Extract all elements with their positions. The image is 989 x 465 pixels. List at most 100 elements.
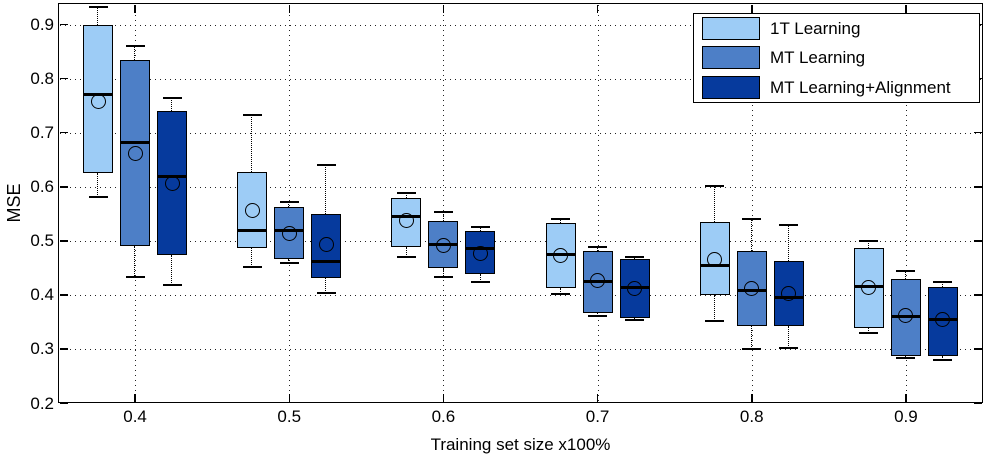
y-tick-label: 0.3: [30, 339, 54, 359]
mean-marker: [435, 238, 451, 254]
whisker-cap: [433, 275, 453, 278]
whisker-line: [713, 185, 715, 223]
gridline-y: [60, 132, 981, 134]
mean-marker: [164, 175, 180, 191]
whisker-line: [405, 246, 407, 258]
x-tickmark-top: [596, 4, 599, 13]
legend-label: 1T Learning: [770, 19, 861, 38]
whisker-line: [750, 219, 752, 252]
x-tickmark-top: [905, 4, 907, 13]
whisker-cap: [859, 332, 879, 335]
y-tickmark: [59, 23, 68, 26]
box: [699, 222, 730, 295]
x-tickmark-top: [442, 4, 445, 13]
gridline-y: [60, 240, 981, 242]
median-line: [120, 140, 151, 144]
x-tickmark: [751, 393, 753, 402]
y-tickmark: [59, 294, 68, 296]
whisker-line: [97, 173, 99, 197]
gridline-y: [60, 348, 981, 350]
y-tickmark: [59, 240, 68, 242]
x-tickmark: [288, 393, 290, 402]
whisker-line: [787, 325, 789, 349]
y-tickmark: [59, 77, 68, 80]
whisker-line: [97, 7, 99, 25]
mean-marker: [90, 93, 106, 109]
x-tick-label: 0.6: [431, 407, 456, 426]
whisker-cap: [88, 6, 108, 9]
whisker-cap: [705, 184, 725, 187]
whisker-cap: [742, 348, 762, 351]
mean-marker: [590, 273, 606, 289]
whisker-cap: [125, 45, 145, 48]
whisker-cap: [470, 226, 490, 229]
whisker-cap: [742, 218, 762, 221]
whisker-cap: [162, 96, 182, 99]
whisker-cap: [242, 266, 262, 269]
whisker-cap: [279, 201, 299, 204]
y-tickmark-right: [973, 294, 982, 296]
x-tick-label: 0.4: [123, 407, 147, 426]
whisker-cap: [316, 292, 336, 295]
whisker-line: [905, 355, 907, 359]
whisker-line: [442, 268, 444, 277]
x-tick-label: 0.5: [277, 407, 302, 426]
legend-swatch: [702, 46, 760, 70]
whisker-line: [442, 211, 444, 222]
whisker-line: [325, 164, 327, 214]
whisker-cap: [933, 281, 953, 284]
whisker-line: [750, 325, 752, 350]
mean-marker: [553, 248, 569, 264]
x-tickmark-top: [288, 4, 290, 13]
y-tick-label: 0.4: [30, 285, 54, 305]
whisker-cap: [551, 292, 571, 295]
whisker-cap: [896, 357, 916, 360]
y-tickmark: [59, 402, 68, 404]
whisker-line: [633, 256, 635, 260]
whisker-cap: [779, 223, 799, 226]
y-tick-label: 0.5: [30, 231, 54, 251]
whisker-cap: [625, 318, 645, 321]
whisker-line: [405, 193, 407, 198]
x-tickmark-top: [751, 4, 753, 13]
whisker-line: [942, 282, 944, 288]
gridline-x: [751, 5, 753, 401]
whisker-line: [868, 328, 870, 334]
median-line: [237, 228, 268, 232]
legend: 1T Learning MT Learning MT Learning+Alignm…: [693, 13, 980, 103]
y-tickmark: [59, 131, 68, 134]
median-line: [311, 259, 342, 263]
whisker-line: [559, 288, 561, 294]
whisker-cap: [859, 239, 879, 242]
x-axis-label: Training set size x100%: [430, 435, 611, 454]
whisker-line: [288, 202, 290, 208]
whisker-cap: [470, 281, 490, 284]
whisker-line: [479, 227, 481, 231]
x-tickmark: [596, 393, 599, 402]
whisker-cap: [779, 347, 799, 350]
whisker-line: [171, 97, 173, 112]
whisker-cap: [396, 256, 416, 259]
whisker-cap: [88, 195, 108, 198]
whisker-line: [251, 248, 253, 268]
mean-marker: [472, 245, 488, 261]
whisker-line: [134, 46, 136, 61]
whisker-line: [868, 240, 870, 249]
x-tick-label: 0.9: [894, 407, 918, 426]
whisker-cap: [433, 210, 453, 213]
whisker-cap: [396, 192, 416, 195]
whisker-line: [596, 313, 598, 316]
y-tickmark: [59, 186, 68, 188]
plot-area: [58, 3, 983, 403]
y-tick-label: 0.2: [30, 393, 54, 413]
y-tickmark-right: [973, 131, 982, 134]
mean-marker: [935, 312, 951, 328]
whisker-cap: [279, 262, 299, 264]
whisker-cap: [125, 275, 145, 278]
gridline-y: [60, 294, 981, 296]
y-tick-label: 0.8: [30, 69, 54, 89]
y-tickmark: [59, 348, 68, 350]
whisker-cap: [705, 320, 725, 323]
gridline-x: [597, 5, 599, 401]
